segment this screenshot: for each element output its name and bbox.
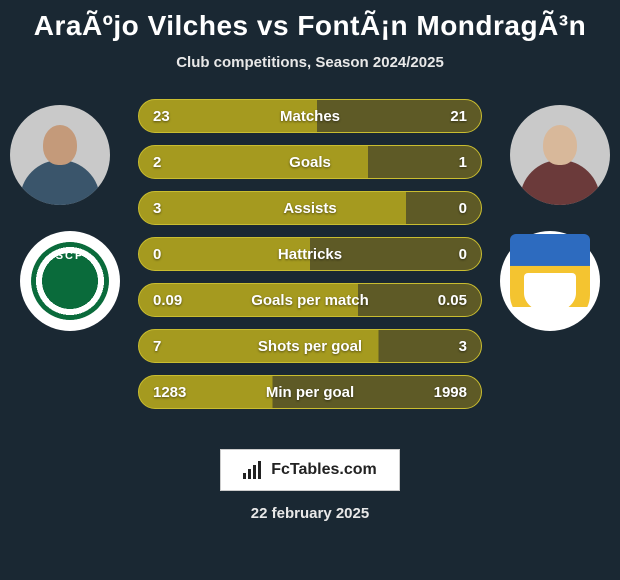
stat-row: 2 Goals 1	[138, 145, 482, 179]
stat-label: Assists	[283, 200, 336, 217]
stat-right-value: 3	[459, 338, 467, 355]
stat-left-value: 2	[153, 154, 161, 171]
player-right-avatar	[510, 105, 610, 205]
stat-right-value: 21	[450, 108, 467, 125]
stat-left-value: 3	[153, 200, 161, 217]
player-left-avatar	[10, 105, 110, 205]
stat-right-value: 0	[459, 246, 467, 263]
stat-label: Matches	[280, 108, 340, 125]
stat-row: 23 Matches 21	[138, 99, 482, 133]
stat-row: 3 Assists 0	[138, 191, 482, 225]
chart-icon	[243, 461, 265, 479]
stat-row: 0 Hattricks 0	[138, 237, 482, 271]
club-left-badge	[20, 231, 120, 331]
stat-left-value: 0	[153, 246, 161, 263]
stats-list: 23 Matches 21 2 Goals 1 3 Assists 0 0 Hattricks 0 0.…	[138, 99, 482, 421]
stat-row: 1283 Min per goal 1998	[138, 375, 482, 409]
stat-label: Shots per goal	[258, 338, 362, 355]
stat-left-value: 23	[153, 108, 170, 125]
stat-left-value: 1283	[153, 384, 186, 401]
stat-label: Goals	[289, 154, 331, 171]
page-title: AraÃºjo Vilches vs FontÃ¡n MondragÃ³n	[0, 0, 620, 42]
stat-left-value: 0.09	[153, 292, 182, 309]
snapshot-date: 22 february 2025	[0, 505, 620, 522]
brand-logo[interactable]: FcTables.com	[220, 449, 400, 491]
page-subtitle: Club competitions, Season 2024/2025	[0, 54, 620, 71]
stat-label: Goals per match	[251, 292, 369, 309]
stat-right-value: 0	[459, 200, 467, 217]
comparison-panel: 23 Matches 21 2 Goals 1 3 Assists 0 0 Hattricks 0 0.…	[0, 99, 620, 429]
stat-label: Hattricks	[278, 246, 342, 263]
stat-left-value: 7	[153, 338, 161, 355]
stat-right-value: 1	[459, 154, 467, 171]
brand-label: FcTables.com	[271, 461, 377, 479]
stat-right-value: 0.05	[438, 292, 467, 309]
stat-right-value: 1998	[434, 384, 467, 401]
stat-row: 7 Shots per goal 3	[138, 329, 482, 363]
stat-label: Min per goal	[266, 384, 354, 401]
club-right-badge	[500, 231, 600, 331]
stat-row: 0.09 Goals per match 0.05	[138, 283, 482, 317]
